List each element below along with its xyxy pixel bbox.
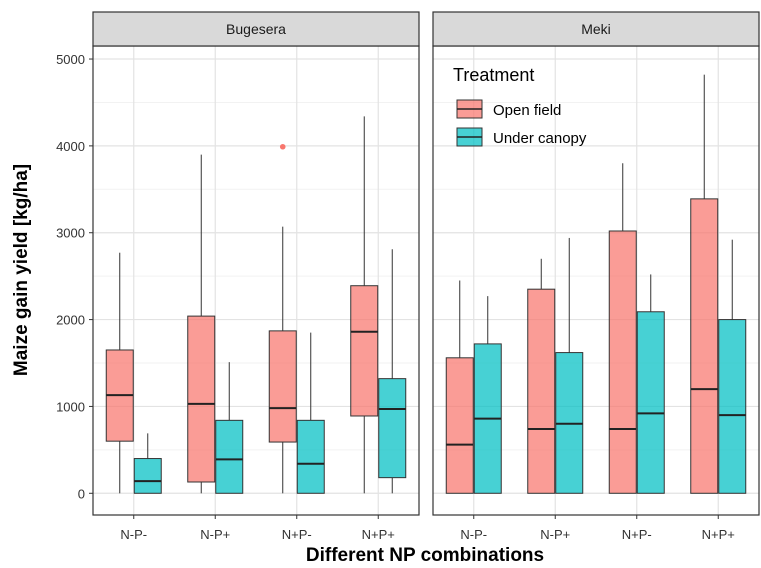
- axes-layer: N-P- N-P+ N+P- N+P+ N-P- N-P+ N+P- N+P+ 0 1000 200…: [56, 52, 735, 542]
- facet-label: Meki: [581, 21, 611, 37]
- box-open-meki-N-P-: [445, 280, 474, 494]
- y-tick-label: 4000: [56, 139, 85, 154]
- box-open-meki-N+P+: [690, 74, 719, 494]
- box-canopy-meki-N+P+: [718, 239, 747, 494]
- box-canopy-bugesera-N-P+: [215, 362, 244, 494]
- panel-meki: Meki: [432, 11, 760, 516]
- box-body: [690, 198, 719, 494]
- box-canopy-meki-N-P-: [473, 296, 502, 494]
- box-canopy-meki-N-P+: [555, 237, 584, 494]
- panel-background: [93, 46, 419, 515]
- facet-strip: [92, 11, 420, 47]
- box-body: [527, 288, 556, 494]
- y-tick-label: 3000: [56, 226, 85, 241]
- box-body: [608, 230, 637, 494]
- y-tick-label: 2000: [56, 313, 85, 328]
- box-body: [296, 419, 325, 494]
- x-axis-title: Different NP combinations: [306, 545, 544, 566]
- box-canopy-bugesera-N+P+: [378, 249, 407, 494]
- box-open-bugesera-N+P+: [350, 116, 379, 494]
- box-body: [133, 458, 162, 494]
- y-axis-title: Maize gain yield [kg/ha]: [11, 164, 32, 376]
- x-tick-label: N+P-: [622, 527, 652, 542]
- box-canopy-meki-N+P-: [636, 274, 665, 494]
- y-tick-label: 1000: [56, 399, 85, 414]
- box-open-meki-N-P+: [527, 258, 556, 494]
- x-tick-label: N-P-: [460, 527, 487, 542]
- panels-layer: Bugesera Meki: [92, 11, 760, 516]
- box-body: [350, 285, 379, 417]
- box-body: [215, 419, 244, 494]
- box-canopy-bugesera-N-P-: [133, 433, 162, 494]
- x-tick-label: N+P+: [362, 527, 395, 542]
- legend-title: Treatment: [453, 65, 534, 85]
- x-tick-label: N+P+: [702, 527, 735, 542]
- x-tick-label: N-P+: [540, 527, 570, 542]
- box-body: [636, 311, 665, 494]
- y-tick-label: 5000: [56, 52, 85, 67]
- x-tick-label: N+P-: [282, 527, 312, 542]
- x-tick-label: N-P+: [200, 527, 230, 542]
- legend-label: Open field: [493, 102, 561, 119]
- box-body: [268, 330, 297, 443]
- box-open-bugesera-N-P+: [187, 154, 216, 494]
- legend-entry-open-field: Open field: [456, 99, 561, 119]
- box-open-bugesera-N-P-: [105, 252, 134, 494]
- box-open-bugesera-N+P-: [268, 143, 297, 494]
- box-canopy-bugesera-N+P-: [296, 332, 325, 494]
- legend: Treatment Open field Under canopy: [453, 65, 587, 147]
- x-tick-label: N-P-: [120, 527, 147, 542]
- facet-strip: [432, 11, 760, 47]
- box-body: [718, 319, 747, 494]
- outlier-point: [279, 143, 286, 150]
- box-body: [187, 315, 216, 483]
- facet-label: Bugesera: [226, 21, 286, 37]
- box-open-meki-N+P-: [608, 163, 637, 494]
- y-tick-label: 0: [78, 486, 85, 501]
- legend-label: Under canopy: [493, 130, 587, 147]
- panel-bugesera: Bugesera: [92, 11, 420, 516]
- legend-entry-under-canopy: Under canopy: [456, 127, 587, 147]
- box-body: [445, 357, 474, 494]
- box-body: [378, 378, 407, 479]
